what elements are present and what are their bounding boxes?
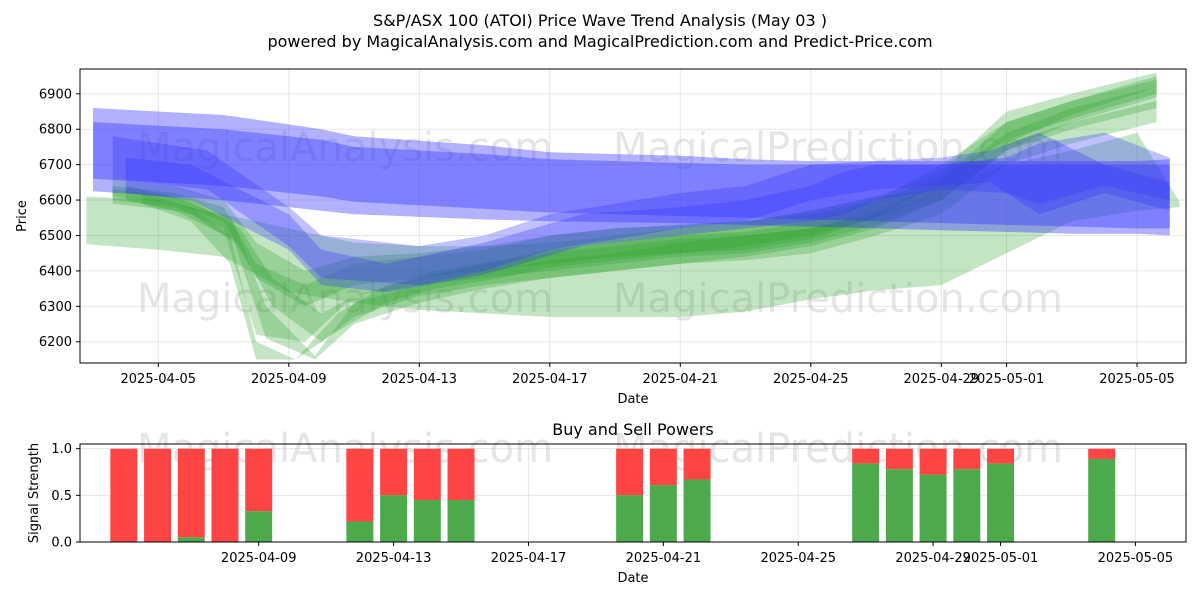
buy-bar: [177, 537, 205, 542]
buy-bar: [346, 521, 374, 542]
y-tick-label: 6600: [39, 194, 72, 209]
buy-bar: [987, 463, 1015, 542]
sell-bar: [177, 448, 205, 538]
blue-wave-band: [125, 132, 1170, 293]
blue-wave-band: [93, 108, 1170, 236]
x-axis-label: Date: [617, 392, 648, 407]
x-tick-label: 2025-04-17: [512, 372, 588, 387]
sell-bar: [953, 448, 981, 470]
sell-bar: [649, 448, 677, 486]
x-tick-label: 2025-04-09: [251, 372, 327, 387]
y-tick-label: 0.0: [51, 536, 72, 551]
plot-frame: [79, 68, 1187, 364]
buy-bar: [683, 479, 711, 542]
chart-title: Buy and Sell Powers: [552, 420, 714, 439]
x-tick-label: 2025-05-01: [963, 551, 1039, 566]
y-tick-label: 0.5: [51, 489, 72, 504]
sell-bar: [919, 448, 947, 475]
watermark: MagicalAnalysis.com: [137, 426, 553, 472]
x-tick-label: 2025-04-29: [895, 551, 971, 566]
x-tick-label: 2025-04-13: [356, 551, 432, 566]
sell-bar: [380, 448, 408, 496]
plot-frame: [79, 443, 1187, 543]
price-wave-chart: 6200 6300 6400 6500 6600 6700 6800 6900 2025-04-…: [15, 68, 1187, 407]
buy-sell-power-chart: 0.0 0.5 1.0 2025-04-09 2025-04-13 2025-04-17 2…: [27, 420, 1187, 586]
x-axis-label: Date: [617, 571, 648, 586]
buy-bar: [245, 511, 273, 542]
buy-bar: [919, 474, 947, 542]
green-wave-band: [142, 79, 1157, 360]
y-axis-label: Signal Strength: [27, 443, 42, 543]
x-tick-label: 2025-04-25: [760, 551, 836, 566]
buy-bar: [616, 495, 644, 542]
buy-bar: [649, 485, 677, 542]
y-axis-label: Price: [15, 200, 30, 232]
sell-bar: [245, 448, 273, 512]
green-wave-band: [112, 76, 1157, 342]
buy-bar: [447, 500, 475, 542]
x-tick-label: 2025-04-13: [382, 372, 458, 387]
y-tick-label: 6900: [39, 87, 72, 102]
sell-bar: [616, 448, 644, 496]
x-tick-label: 2025-05-05: [1098, 551, 1174, 566]
buy-bar: [1088, 458, 1116, 542]
x-tick-label: 2025-04-09: [221, 551, 297, 566]
sell-bar: [110, 448, 138, 542]
sell-bar: [413, 448, 441, 500]
watermark: MagicalPrediction.com: [613, 125, 1063, 171]
y-tick-label: 6300: [39, 300, 72, 315]
sell-bar: [987, 448, 1015, 464]
blue-wave-band: [112, 132, 1170, 286]
x-tick-label: 2025-04-17: [491, 551, 567, 566]
green-wave-band: [86, 132, 1180, 317]
y-tick-label: 6200: [39, 335, 72, 350]
title-line1: S&P/ASX 100 (ATOI) Price Wave Trend Anal…: [373, 11, 827, 30]
buy-bar: [852, 463, 880, 542]
x-tick-label: 2025-05-05: [1099, 372, 1175, 387]
y-tick-label: 6500: [39, 229, 72, 244]
sell-bar: [885, 448, 913, 470]
sell-bar: [144, 448, 172, 542]
x-tick-label: 2025-05-01: [969, 372, 1045, 387]
watermark: MagicalAnalysis.com: [137, 276, 553, 322]
title-line2: powered by MagicalAnalysis.com and Magic…: [267, 32, 932, 51]
sell-bar: [447, 448, 475, 500]
x-tick-label: 2025-04-29: [904, 372, 980, 387]
x-tick-label: 2025-04-21: [626, 551, 702, 566]
buy-bar: [885, 469, 913, 542]
y-tick-label: 6400: [39, 264, 72, 279]
blue-wave-band: [93, 122, 1170, 229]
sell-bar: [346, 448, 374, 522]
y-tick-label: 6700: [39, 158, 72, 173]
x-tick-label: 2025-04-21: [643, 372, 719, 387]
buy-bar: [953, 469, 981, 542]
sell-bar: [852, 448, 880, 464]
buy-bar: [380, 495, 408, 542]
buy-bar: [413, 500, 441, 542]
watermark: MagicalPrediction.com: [613, 276, 1063, 322]
watermark: MagicalAnalysis.com: [137, 125, 553, 171]
x-tick-label: 2025-04-25: [773, 372, 849, 387]
sell-bar: [683, 448, 711, 480]
sell-bar: [1088, 448, 1116, 459]
y-tick-label: 1.0: [51, 442, 72, 457]
sell-bar: [211, 448, 239, 542]
x-tick-label: 2025-04-05: [121, 372, 197, 387]
y-tick-label: 6800: [39, 123, 72, 138]
